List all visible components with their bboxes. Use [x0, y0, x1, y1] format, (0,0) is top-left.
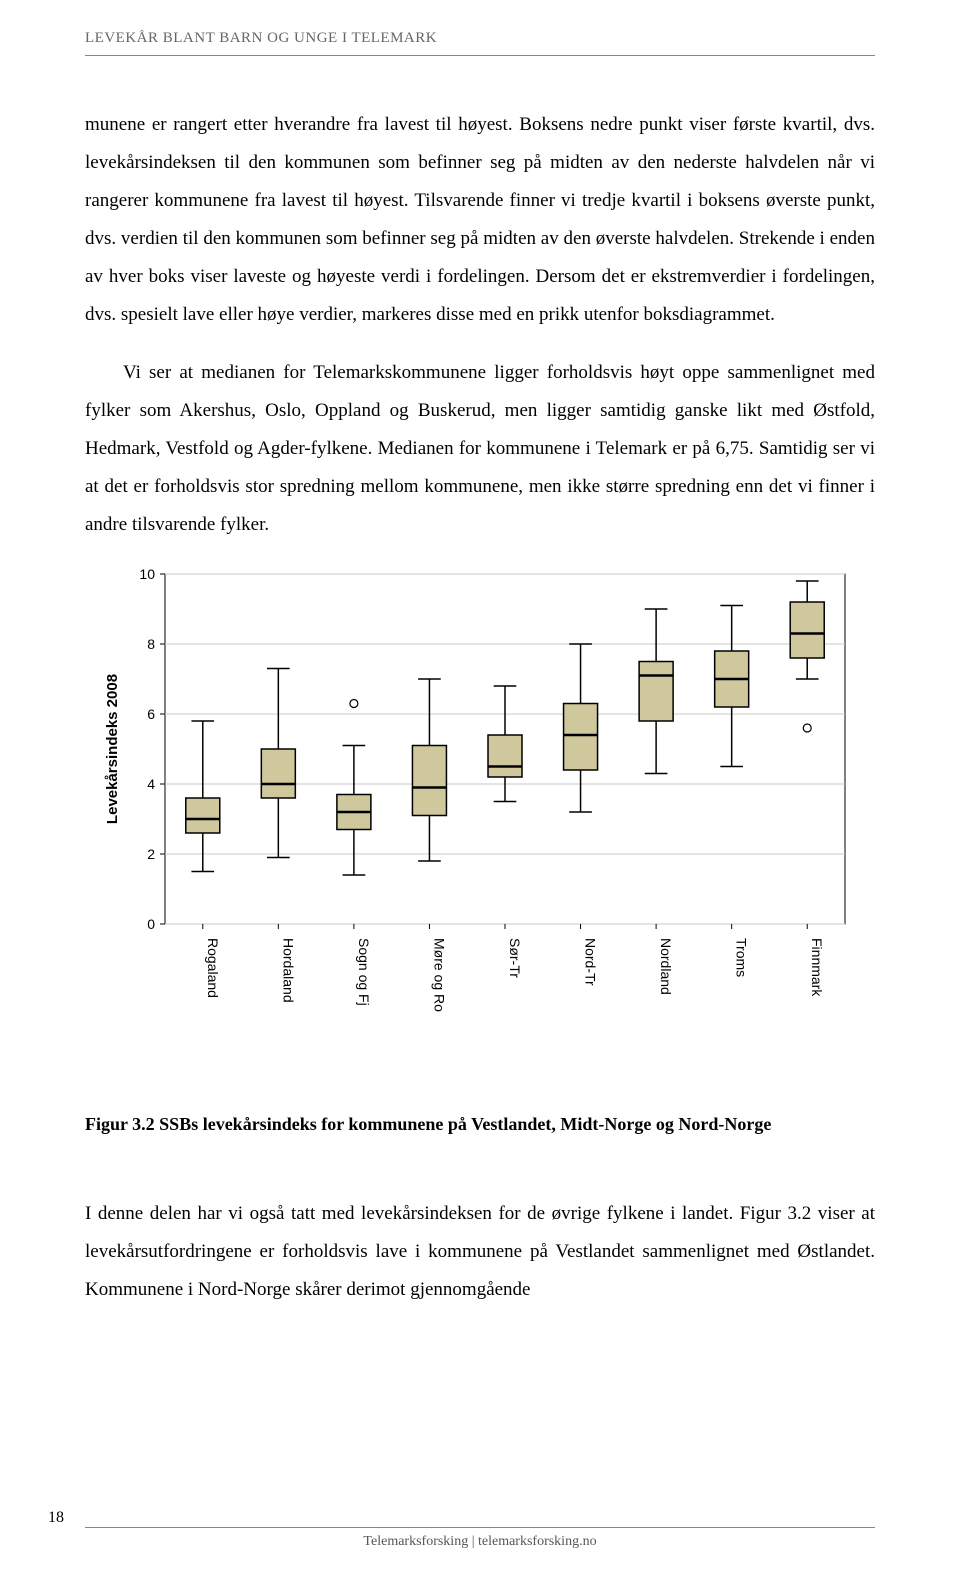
- paragraph-3: I denne delen har vi også tatt med levek…: [85, 1195, 875, 1309]
- svg-text:2: 2: [147, 846, 155, 862]
- figure-caption: Figur 3.2 SSBs levekårsindeks for kommun…: [85, 1114, 875, 1135]
- svg-text:Levekårsindeks 2008: Levekårsindeks 2008: [104, 674, 121, 824]
- svg-text:Rogaland: Rogaland: [205, 938, 221, 998]
- svg-text:Møre og Ro: Møre og Ro: [431, 938, 447, 1012]
- boxplot-chart: 0 2 4 6 8 10 Levekårsindeks 2008 Rogaland Hordal…: [85, 564, 875, 1044]
- svg-text:Nord-Tr: Nord-Tr: [583, 938, 599, 986]
- boxplot-svg: 0 2 4 6 8 10 Levekårsindeks 2008 Rogaland Hordal…: [95, 564, 865, 1044]
- svg-text:0: 0: [147, 916, 155, 932]
- page-footer: Telemarksforsking | telemarksforsking.no: [0, 1527, 960, 1550]
- svg-text:Troms: Troms: [734, 938, 750, 977]
- svg-text:10: 10: [139, 566, 155, 582]
- svg-text:Sogn og Fj: Sogn og Fj: [356, 938, 372, 1006]
- paragraph-2-text: Vi ser at medianen for Telemarkskommunen…: [85, 362, 875, 535]
- page-number: 18: [48, 1509, 64, 1527]
- footer-text: Telemarksforsking | telemarksforsking.no: [363, 1534, 596, 1549]
- footer-rule: [85, 1527, 875, 1528]
- svg-text:Finnmark: Finnmark: [809, 938, 825, 997]
- paragraph-1: munene er rangert etter hverandre fra la…: [85, 106, 875, 334]
- page-header: LEVEKÅR BLANT BARN OG UNGE I TELEMARK: [85, 30, 875, 47]
- svg-text:Nordland: Nordland: [658, 938, 674, 995]
- svg-text:Sør-Tr: Sør-Tr: [507, 938, 523, 978]
- svg-text:8: 8: [147, 636, 155, 652]
- svg-text:6: 6: [147, 706, 155, 722]
- paragraph-2: Vi ser at medianen for Telemarkskommunen…: [85, 354, 875, 544]
- svg-text:4: 4: [147, 776, 155, 792]
- header-rule: [85, 55, 875, 56]
- svg-text:Hordaland: Hordaland: [280, 938, 296, 1003]
